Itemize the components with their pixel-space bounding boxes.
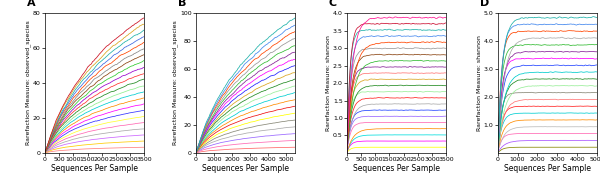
Y-axis label: Rarefaction Measure: shannon: Rarefaction Measure: shannon [476,35,482,131]
Text: A: A [27,0,36,8]
Text: C: C [329,0,337,8]
X-axis label: Sequences Per Sample: Sequences Per Sample [202,164,289,173]
X-axis label: Sequences Per Sample: Sequences Per Sample [51,164,138,173]
Y-axis label: Rarefaction Measure: observed_species: Rarefaction Measure: observed_species [172,21,178,146]
Y-axis label: Rarefaction Measure: observed_species: Rarefaction Measure: observed_species [25,21,31,146]
Y-axis label: Rarefaction Measure: shannon: Rarefaction Measure: shannon [326,35,331,131]
Text: B: B [178,0,187,8]
X-axis label: Sequences Per Sample: Sequences Per Sample [504,164,591,173]
Text: D: D [480,0,489,8]
X-axis label: Sequences Per Sample: Sequences Per Sample [353,164,440,173]
